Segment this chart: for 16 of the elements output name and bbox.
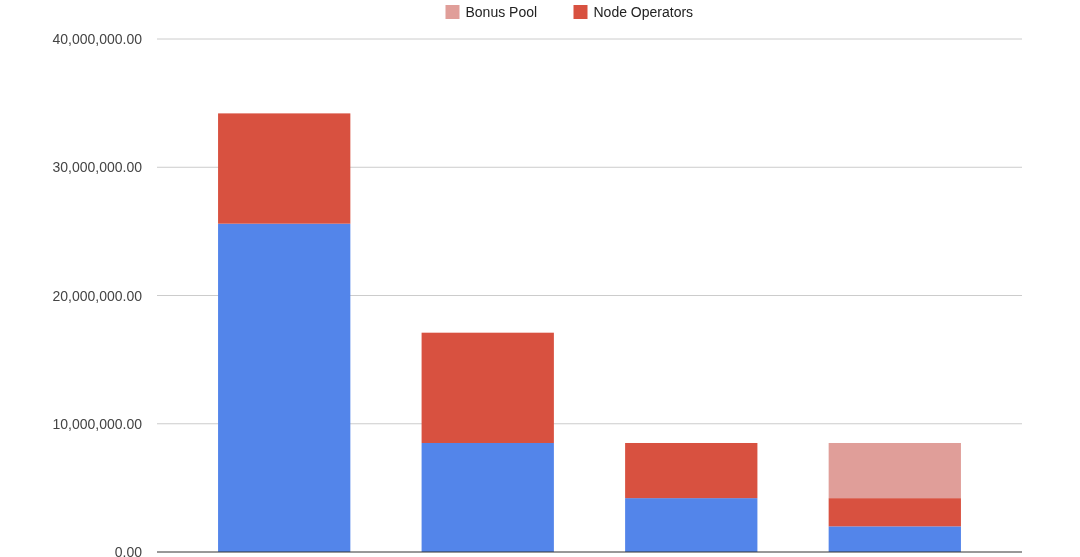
y-tick-label: 20,000,000.00: [52, 287, 143, 304]
bar: [625, 498, 758, 552]
y-tick-label: 40,000,000.00: [52, 31, 143, 47]
y-tick-label: 0.00: [114, 544, 143, 557]
y-tick-label: 30,000,000.00: [52, 159, 143, 176]
bar: [421, 332, 554, 443]
bar: [828, 526, 961, 552]
bar: [625, 442, 758, 499]
legend-label: Bonus Pool: [465, 4, 538, 20]
bar: [218, 223, 351, 552]
bar: [421, 442, 554, 552]
bar: [828, 498, 961, 527]
legend-label: Node Operators: [593, 4, 694, 20]
y-tick-label: 10,000,000.00: [52, 415, 143, 432]
bar: [828, 442, 961, 499]
bar: [218, 113, 351, 224]
